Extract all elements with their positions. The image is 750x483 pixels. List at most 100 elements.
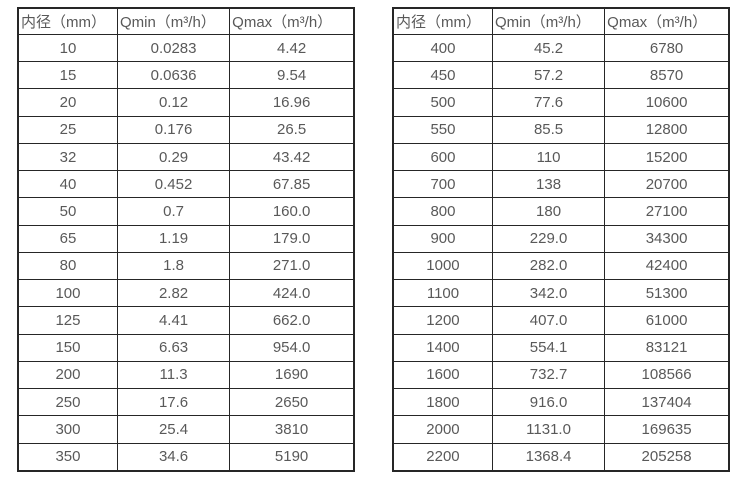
table-cell: 0.0636 bbox=[116, 61, 231, 90]
table-cell: 9.54 bbox=[229, 61, 355, 90]
table-cell: 65 bbox=[17, 224, 118, 253]
table-cell: 8570 bbox=[604, 61, 730, 90]
table-cell: 0.29 bbox=[116, 142, 231, 172]
table-cell: 1368.4 bbox=[491, 442, 606, 472]
table-cell: 282.0 bbox=[491, 251, 606, 281]
table-row: 80 1.8 271.0 bbox=[17, 251, 355, 281]
table-row: 1600 732.7 108566 bbox=[392, 360, 730, 390]
table-cell: 20 bbox=[17, 88, 118, 117]
table-row: 50 0.7 160.0 bbox=[17, 197, 355, 226]
table-cell: 169635 bbox=[604, 415, 730, 444]
table-cell: 407.0 bbox=[491, 306, 606, 335]
table-cell: 11.3 bbox=[116, 360, 231, 390]
table-row: 300 25.4 3810 bbox=[17, 415, 355, 444]
table-cell: 43.42 bbox=[229, 142, 355, 172]
table-cell: 205258 bbox=[604, 442, 730, 472]
table-row: 1200 407.0 61000 bbox=[392, 306, 730, 335]
table-cell: 17.6 bbox=[116, 388, 231, 417]
table-row: 1100 342.0 51300 bbox=[392, 279, 730, 308]
table-row: 25 0.176 26.5 bbox=[17, 115, 355, 144]
table-row: 15 0.0636 9.54 bbox=[17, 61, 355, 90]
table-cell: 45.2 bbox=[491, 33, 606, 63]
table-cell: 0.176 bbox=[116, 115, 231, 144]
table-cell: 500 bbox=[392, 88, 493, 117]
table-cell: 1800 bbox=[392, 388, 493, 417]
table-row: 600 110 15200 bbox=[392, 142, 730, 172]
table-cell: 350 bbox=[17, 442, 118, 472]
table-cell: 1600 bbox=[392, 360, 493, 390]
table-cell: 2000 bbox=[392, 415, 493, 444]
table-cell: 342.0 bbox=[491, 279, 606, 308]
table-cell: 3810 bbox=[229, 415, 355, 444]
table-cell: 160.0 bbox=[229, 197, 355, 226]
table-cell: 6780 bbox=[604, 33, 730, 63]
table-cell: 25.4 bbox=[116, 415, 231, 444]
table-cell: 34.6 bbox=[116, 442, 231, 472]
table-cell: 137404 bbox=[604, 388, 730, 417]
table-cell: 138 bbox=[491, 170, 606, 199]
table-cell: 110 bbox=[491, 142, 606, 172]
table-row: 550 85.5 12800 bbox=[392, 115, 730, 144]
table-cell: 15200 bbox=[604, 142, 730, 172]
table-cell: 732.7 bbox=[491, 360, 606, 390]
table-row: 150 6.63 954.0 bbox=[17, 333, 355, 362]
table-cell: 5190 bbox=[229, 442, 355, 472]
header-cell: Qmin（m³/h） bbox=[491, 7, 606, 35]
table-cell: 42400 bbox=[604, 251, 730, 281]
table-row: 400 45.2 6780 bbox=[392, 33, 730, 63]
table-cell: 200 bbox=[17, 360, 118, 390]
table-cell: 83121 bbox=[604, 333, 730, 362]
table-cell: 51300 bbox=[604, 279, 730, 308]
table-cell: 229.0 bbox=[491, 224, 606, 253]
table-row: 32 0.29 43.42 bbox=[17, 142, 355, 172]
header-row: 内径（mm） Qmin（m³/h） Qmax（m³/h） bbox=[17, 7, 355, 35]
flow-table-dn400-2200: 内径（mm） Qmin（m³/h） Qmax（m³/h） 400 45.2 6780 450… bbox=[392, 7, 730, 472]
table-cell: 0.12 bbox=[116, 88, 231, 117]
table-cell: 662.0 bbox=[229, 306, 355, 335]
table-cell: 1200 bbox=[392, 306, 493, 335]
table-cell: 100 bbox=[17, 279, 118, 308]
table-cell: 34300 bbox=[604, 224, 730, 253]
table-row: 500 77.6 10600 bbox=[392, 88, 730, 117]
table-cell: 424.0 bbox=[229, 279, 355, 308]
table-cell: 450 bbox=[392, 61, 493, 90]
table-cell: 4.41 bbox=[116, 306, 231, 335]
table-cell: 550 bbox=[392, 115, 493, 144]
table-cell: 125 bbox=[17, 306, 118, 335]
table-cell: 16.96 bbox=[229, 88, 355, 117]
table-cell: 600 bbox=[392, 142, 493, 172]
table-cell: 300 bbox=[17, 415, 118, 444]
table-row: 65 1.19 179.0 bbox=[17, 224, 355, 253]
table-cell: 67.85 bbox=[229, 170, 355, 199]
table-cell: 900 bbox=[392, 224, 493, 253]
table-cell: 6.63 bbox=[116, 333, 231, 362]
table-cell: 180 bbox=[491, 197, 606, 226]
table-cell: 271.0 bbox=[229, 251, 355, 281]
table-cell: 700 bbox=[392, 170, 493, 199]
table-cell: 554.1 bbox=[491, 333, 606, 362]
table-row: 200 11.3 1690 bbox=[17, 360, 355, 390]
table-cell: 400 bbox=[392, 33, 493, 63]
table-cell: 800 bbox=[392, 197, 493, 226]
table-cell: 26.5 bbox=[229, 115, 355, 144]
table-row: 40 0.452 67.85 bbox=[17, 170, 355, 199]
table-cell: 80 bbox=[17, 251, 118, 281]
table-cell: 108566 bbox=[604, 360, 730, 390]
table-cell: 20700 bbox=[604, 170, 730, 199]
table-cell: 1100 bbox=[392, 279, 493, 308]
table-row: 2000 1131.0 169635 bbox=[392, 415, 730, 444]
table-cell: 916.0 bbox=[491, 388, 606, 417]
table-cell: 0.0283 bbox=[116, 33, 231, 63]
table-cell: 2.82 bbox=[116, 279, 231, 308]
header-row: 内径（mm） Qmin（m³/h） Qmax（m³/h） bbox=[392, 7, 730, 35]
header-cell: Qmax（m³/h） bbox=[604, 7, 730, 35]
table-cell: 85.5 bbox=[491, 115, 606, 144]
table-cell: 27100 bbox=[604, 197, 730, 226]
header-cell: Qmin（m³/h） bbox=[116, 7, 231, 35]
table-row: 2200 1368.4 205258 bbox=[392, 442, 730, 472]
table-cell: 1131.0 bbox=[491, 415, 606, 444]
table-cell: 150 bbox=[17, 333, 118, 362]
table-row: 10 0.0283 4.42 bbox=[17, 33, 355, 63]
table-row: 1000 282.0 42400 bbox=[392, 251, 730, 281]
